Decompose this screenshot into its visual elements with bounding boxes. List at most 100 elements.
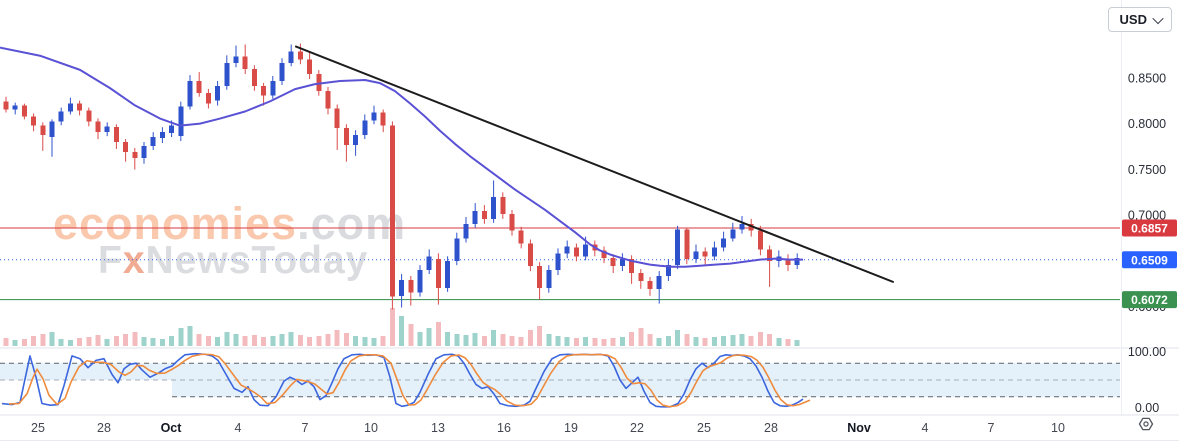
candle-body (178, 106, 184, 137)
candle-body (251, 69, 257, 86)
candle (307, 52, 313, 80)
price-badge: 0.6509 (1122, 251, 1177, 269)
volume-bar (675, 330, 681, 346)
candle (77, 100, 83, 116)
volume-bar (767, 334, 773, 346)
volume-bar (288, 332, 294, 346)
candle (518, 226, 524, 249)
candle (693, 244, 699, 264)
candle (31, 113, 37, 132)
volume-bar (150, 338, 156, 346)
volume-bar (757, 332, 763, 346)
moving-average-line[interactable] (0, 46, 803, 268)
candle (362, 114, 368, 140)
candle (242, 44, 248, 75)
candle-body (242, 56, 248, 70)
time-axis-label: 4 (922, 421, 929, 435)
volume-bar (748, 336, 754, 346)
stochastic-pane[interactable] (0, 352, 1120, 408)
candle-body (343, 128, 349, 146)
chevron-down-icon (1152, 12, 1164, 24)
time-axis-label: 19 (564, 421, 578, 435)
price-axis[interactable]: 0.85000.80000.75000.70000.65000.60000.68… (1122, 72, 1177, 314)
candle (343, 124, 349, 162)
candle (399, 274, 405, 308)
candle (325, 86, 331, 115)
candle-body (693, 251, 699, 260)
candle-body (785, 259, 791, 266)
volume-bar (40, 334, 46, 346)
candle-body (656, 276, 662, 289)
candle-body (583, 244, 589, 257)
candle-body (711, 247, 717, 257)
candle-body (794, 258, 800, 266)
volume-bar (178, 328, 184, 346)
time-axis-label: 16 (497, 421, 511, 435)
candle-body (757, 230, 763, 250)
candle (95, 118, 101, 140)
settings-icon[interactable] (1138, 417, 1154, 431)
candle-body (224, 63, 230, 86)
oscillator-axis[interactable]: 100.00 0.00 (1128, 345, 1166, 415)
stoch-band-fill (172, 363, 1120, 397)
candle-body (159, 132, 165, 139)
candle-body (196, 80, 202, 93)
ma-line-path (0, 46, 803, 268)
volume-bar (123, 334, 129, 346)
volume-bar (417, 332, 423, 346)
candle-body (205, 92, 211, 104)
price-axis-label: 0.7500 (1128, 163, 1166, 177)
candle-body (472, 211, 478, 224)
candle (794, 253, 800, 270)
candle (445, 256, 451, 292)
currency-selector-button[interactable]: USD (1107, 7, 1172, 32)
volume-bar (739, 334, 745, 346)
candle (408, 276, 414, 306)
candle (49, 119, 55, 157)
price-badge-bg (1122, 219, 1177, 237)
candle (104, 122, 110, 137)
candle (546, 265, 552, 293)
volume-bar (426, 328, 432, 346)
candle-body (261, 85, 267, 96)
candle (233, 45, 239, 68)
main-price-pane[interactable] (3, 43, 800, 310)
volume-bar (371, 338, 377, 346)
time-axis-label: 13 (431, 421, 445, 435)
candle-body (408, 279, 414, 293)
price-badge-text: 0.6072 (1131, 293, 1168, 307)
volume-bar (251, 335, 257, 346)
trendline-drawing[interactable] (295, 45, 894, 283)
candle-body (123, 142, 129, 152)
volume-bar (491, 330, 497, 346)
candle (86, 107, 92, 127)
candle-body (564, 246, 570, 254)
volume-bar (279, 334, 285, 346)
candle (297, 43, 303, 65)
volume-bar (104, 339, 110, 346)
candle-body (445, 261, 451, 288)
candle (491, 180, 497, 223)
candle (472, 203, 478, 228)
candle (573, 243, 579, 262)
time-axis-label: 4 (235, 421, 242, 435)
candle-body (307, 59, 313, 75)
volume-bar (343, 333, 349, 346)
candle-body (435, 259, 441, 288)
stoch-band-fill (0, 363, 172, 380)
candle (619, 253, 625, 272)
candle (500, 192, 506, 219)
candle-body (399, 279, 405, 296)
time-axis[interactable]: 25 28 Oct 4 7 10 13 16 19 22 25 28 Nov 4 7 10 (31, 421, 1065, 435)
candle-body (233, 56, 239, 64)
candle-body (573, 247, 579, 257)
candle (178, 101, 184, 142)
candle-body (417, 270, 423, 293)
candle-body (316, 74, 322, 91)
volume-bar (721, 336, 727, 346)
candle (187, 75, 193, 110)
candle-body (95, 121, 101, 133)
time-axis-label: 10 (1051, 421, 1065, 435)
candle (251, 65, 257, 91)
